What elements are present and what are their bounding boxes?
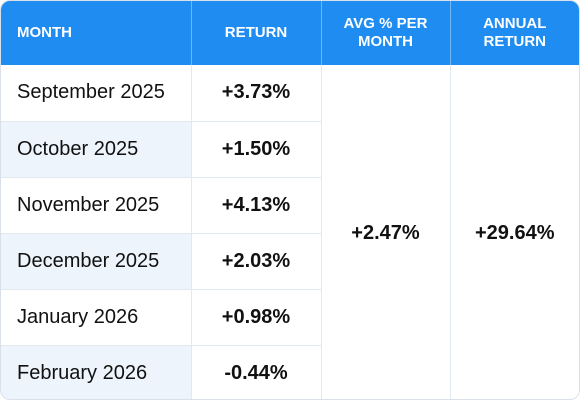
return-cell: -0.44% xyxy=(191,344,322,399)
month-cell: December 2025 xyxy=(1,232,192,289)
return-cell: +2.03% xyxy=(191,232,322,289)
return-cell: +3.73% xyxy=(191,65,322,121)
month-cell: October 2025 xyxy=(1,120,192,177)
header-row: MONTH RETURN AVG % PER MONTH ANNUAL RETU… xyxy=(1,1,579,65)
return-cell: +1.50% xyxy=(191,120,322,177)
column-header-avg-per-month: AVG % PER MONTH xyxy=(321,1,451,65)
annual-return-value: +29.64% xyxy=(450,65,579,399)
month-cell: November 2025 xyxy=(1,176,192,233)
table-header: MONTH RETURN AVG % PER MONTH ANNUAL RETU… xyxy=(1,1,579,65)
column-header-return: RETURN xyxy=(191,1,322,65)
month-cell: September 2025 xyxy=(1,65,192,121)
avg-per-month-value: +2.47% xyxy=(321,65,451,399)
return-cell: +4.13% xyxy=(191,176,322,233)
table-row: February 2026 -0.44% xyxy=(1,344,579,399)
table-row: January 2026 +0.98% xyxy=(1,288,579,345)
table-row: October 2025 +1.50% xyxy=(1,120,579,177)
month-cell: January 2026 xyxy=(1,288,192,345)
table-row: September 2025 +3.73% +2.47% +29.64% xyxy=(1,65,579,399)
return-cell: +0.98% xyxy=(191,288,322,345)
table-body: September 2025 +3.73% +2.47% +29.64% Oct… xyxy=(1,65,579,399)
table-row: November 2025 +4.13% xyxy=(1,176,579,233)
column-header-month: MONTH xyxy=(1,1,192,65)
month-cell: February 2026 xyxy=(1,344,192,399)
column-header-annual-return: ANNUAL RETURN xyxy=(450,1,579,65)
table-row: December 2025 +2.03% xyxy=(1,232,579,289)
